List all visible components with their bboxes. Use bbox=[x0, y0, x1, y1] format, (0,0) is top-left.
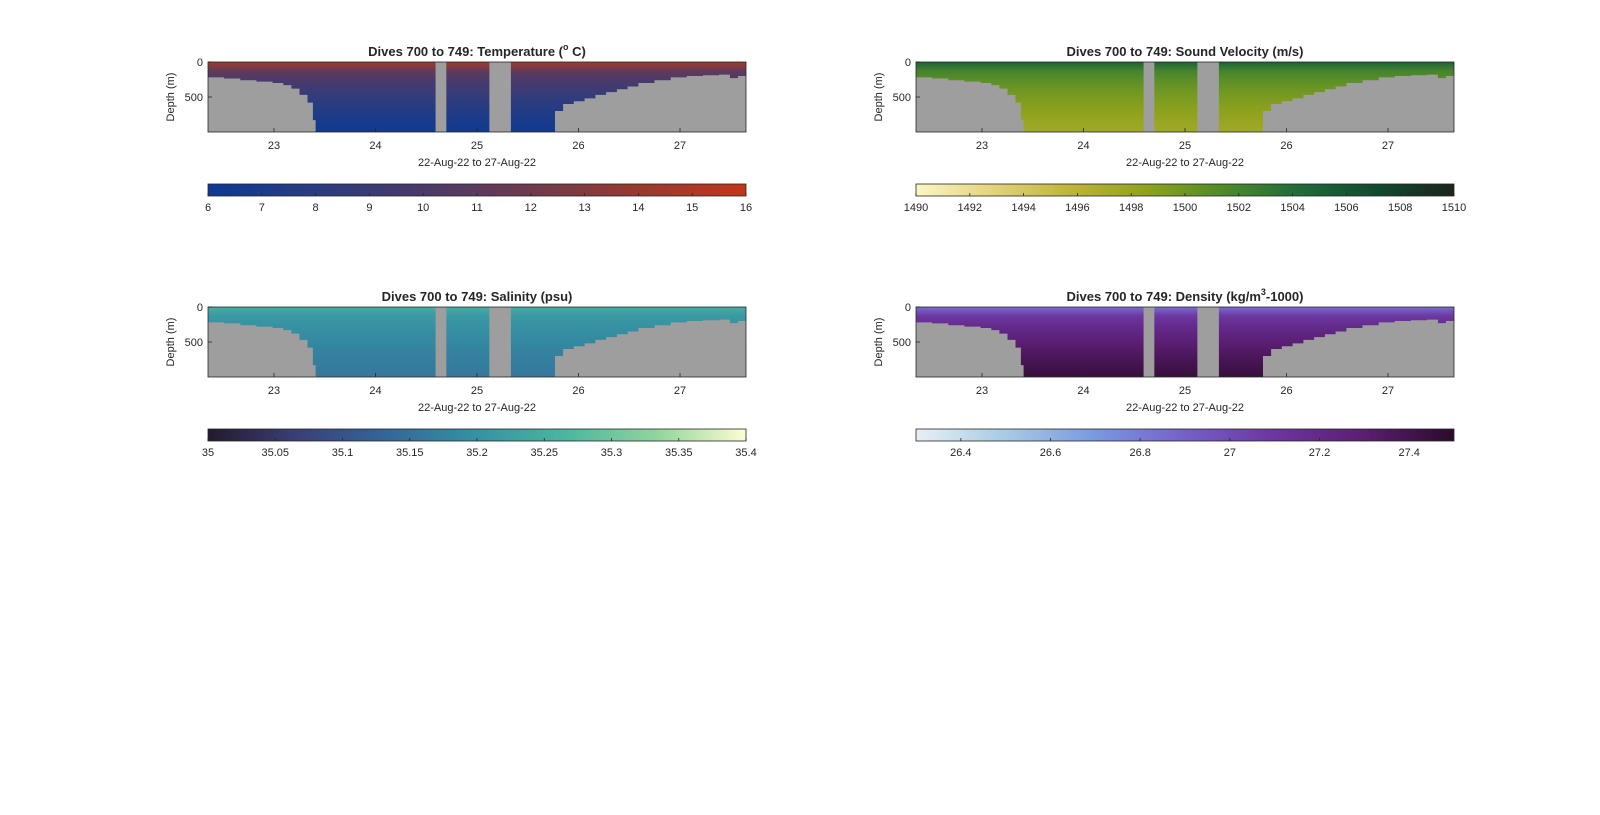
y-tick-label: 0 bbox=[197, 57, 203, 69]
y-axis-label: Depth (m) bbox=[873, 318, 885, 367]
colorbar-tick-label: 35.35 bbox=[665, 447, 693, 459]
colorbar-tick-label: 35.4 bbox=[735, 447, 756, 459]
colorbar bbox=[915, 428, 1455, 442]
colorbar-tick-label: 16 bbox=[740, 202, 752, 214]
x-tick-label: 24 bbox=[1077, 385, 1089, 397]
data-gap-2 bbox=[1197, 62, 1219, 132]
y-tick-label: 500 bbox=[185, 337, 203, 349]
colorbar-tick-label: 35.15 bbox=[396, 447, 424, 459]
colorbar-tick-label: 9 bbox=[366, 202, 372, 214]
x-axis-label: 22-Aug-22 to 27-Aug-22 bbox=[1126, 402, 1244, 414]
colorbar-tick-label: 35.2 bbox=[466, 447, 487, 459]
colorbar-tick-label: 10 bbox=[417, 202, 429, 214]
heatmap-field bbox=[208, 307, 746, 377]
colorbar-tick-label: 26.8 bbox=[1129, 447, 1150, 459]
colorbar-tick-label: 1510 bbox=[1442, 202, 1466, 214]
chart-title: Dives 700 to 749: Sound Velocity (m/s) bbox=[1067, 44, 1304, 59]
x-axis-label: 22-Aug-22 to 27-Aug-22 bbox=[1126, 157, 1244, 169]
colorbar-tick-label: 15 bbox=[686, 202, 698, 214]
y-tick-label: 500 bbox=[185, 92, 203, 104]
data-gap-1 bbox=[435, 62, 447, 132]
x-tick-label: 27 bbox=[1382, 140, 1394, 152]
panel-1: Dives 700 to 749: Temperature (o C) 0 500 D… bbox=[165, 42, 752, 214]
x-tick-label: 27 bbox=[674, 140, 686, 152]
x-axis-label: 22-Aug-22 to 27-Aug-22 bbox=[418, 402, 536, 414]
seafloor-mask bbox=[208, 319, 746, 377]
colorbar-tick-label: 13 bbox=[578, 202, 590, 214]
colorbar-tick-label: 27.2 bbox=[1309, 447, 1330, 459]
data-gap-2 bbox=[489, 307, 511, 377]
colorbar-tick-label: 7 bbox=[259, 202, 265, 214]
x-tick-label: 23 bbox=[268, 385, 280, 397]
y-axis-label: Depth (m) bbox=[165, 73, 177, 122]
colorbar-tick-label: 1496 bbox=[1065, 202, 1089, 214]
colorbar-tick-label: 35.05 bbox=[261, 447, 289, 459]
colorbar-tick-label: 27.4 bbox=[1398, 447, 1419, 459]
colorbar-tick-label: 1506 bbox=[1334, 202, 1358, 214]
chart-title: Dives 700 to 749: Temperature (o C) bbox=[368, 42, 586, 59]
colorbar-tick-label: 12 bbox=[525, 202, 537, 214]
x-tick-label: 26 bbox=[572, 385, 584, 397]
heatmap-field bbox=[916, 62, 1454, 132]
x-tick-label: 25 bbox=[471, 385, 483, 397]
y-tick-label: 0 bbox=[905, 302, 911, 314]
data-gap-1 bbox=[1143, 62, 1155, 132]
heatmap-field bbox=[916, 307, 1454, 377]
x-tick-label: 23 bbox=[268, 140, 280, 152]
y-axis-label: Depth (m) bbox=[873, 73, 885, 122]
panel-3: Dives 700 to 749: Salinity (psu) 0 500 Dept… bbox=[165, 289, 757, 459]
x-tick-label: 25 bbox=[1179, 140, 1191, 152]
colorbar-tick-label: 35.3 bbox=[601, 447, 622, 459]
colorbar-tick-label: 1500 bbox=[1173, 202, 1197, 214]
panel-4: Dives 700 to 749: Density (kg/m3-1000) 0 5… bbox=[873, 287, 1455, 459]
heatmap-field bbox=[208, 62, 746, 132]
colorbar-tick-label: 35.25 bbox=[530, 447, 558, 459]
x-tick-label: 23 bbox=[976, 385, 988, 397]
colorbar-tick-label: 1492 bbox=[958, 202, 982, 214]
seafloor-mask bbox=[916, 74, 1454, 132]
y-tick-label: 500 bbox=[893, 92, 911, 104]
colorbar-tick-label: 27 bbox=[1224, 447, 1236, 459]
colorbar-tick-label: 1504 bbox=[1280, 202, 1304, 214]
data-gap-2 bbox=[1197, 307, 1219, 377]
x-tick-label: 25 bbox=[471, 140, 483, 152]
x-tick-label: 24 bbox=[1077, 140, 1089, 152]
colorbar-tick-label: 1494 bbox=[1011, 202, 1035, 214]
colorbar-tick-label: 1498 bbox=[1119, 202, 1143, 214]
colorbar-tick-label: 35.1 bbox=[332, 447, 353, 459]
colorbar-tick-label: 1502 bbox=[1227, 202, 1251, 214]
y-tick-label: 0 bbox=[905, 57, 911, 69]
y-tick-label: 0 bbox=[197, 302, 203, 314]
colorbar-tick-label: 35 bbox=[202, 447, 214, 459]
y-tick-label: 500 bbox=[893, 337, 911, 349]
y-axis-label: Depth (m) bbox=[165, 318, 177, 367]
colorbar-tick-label: 26.6 bbox=[1040, 447, 1061, 459]
x-tick-label: 26 bbox=[1280, 385, 1292, 397]
panel-2: Dives 700 to 749: Sound Velocity (m/s) 0 5… bbox=[873, 44, 1466, 214]
x-tick-label: 26 bbox=[572, 140, 584, 152]
data-gap-1 bbox=[1143, 307, 1155, 377]
colorbar-tick-label: 11 bbox=[471, 202, 482, 214]
chart-title: Dives 700 to 749: Salinity (psu) bbox=[382, 289, 573, 304]
chart-title: Dives 700 to 749: Density (kg/m3-1000) bbox=[1067, 287, 1304, 304]
x-tick-label: 27 bbox=[674, 385, 686, 397]
seafloor-mask bbox=[208, 74, 746, 132]
colorbar-tick-label: 14 bbox=[632, 202, 644, 214]
colorbar-tick-label: 8 bbox=[313, 202, 319, 214]
x-tick-label: 24 bbox=[369, 140, 381, 152]
x-tick-label: 25 bbox=[1179, 385, 1191, 397]
data-gap-2 bbox=[489, 62, 511, 132]
x-tick-label: 26 bbox=[1280, 140, 1292, 152]
x-tick-label: 24 bbox=[369, 385, 381, 397]
x-axis-label: 22-Aug-22 to 27-Aug-22 bbox=[418, 157, 536, 169]
x-tick-label: 23 bbox=[976, 140, 988, 152]
colorbar-tick-label: 1508 bbox=[1388, 202, 1412, 214]
seafloor-mask bbox=[916, 319, 1454, 377]
x-tick-label: 27 bbox=[1382, 385, 1394, 397]
colorbar-tick-label: 26.4 bbox=[950, 447, 971, 459]
colorbar-tick-label: 6 bbox=[205, 202, 211, 214]
data-gap-1 bbox=[435, 307, 447, 377]
colorbar-tick-label: 1490 bbox=[904, 202, 928, 214]
